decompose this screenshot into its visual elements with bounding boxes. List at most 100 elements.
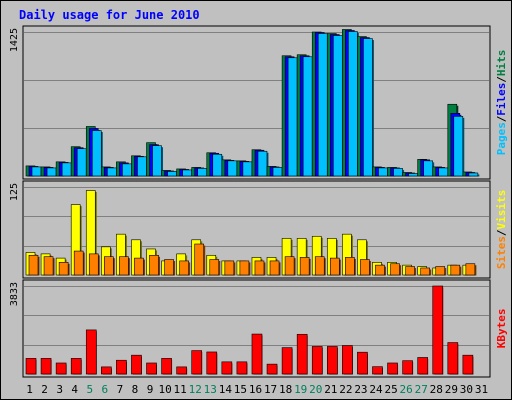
bar — [465, 263, 476, 276]
legend-separator: / — [495, 76, 508, 83]
bar — [257, 150, 268, 177]
bar-kbytes-day-22 — [342, 345, 353, 375]
bar — [311, 346, 323, 375]
bar — [224, 260, 235, 276]
bar-sites-day-20 — [314, 256, 326, 276]
bar — [58, 262, 69, 276]
x-tick-label: 26 — [400, 383, 413, 396]
bar — [209, 259, 220, 276]
x-tick-label: 22 — [339, 383, 352, 396]
panel-visits-sites: 125 Sites/Visits — [9, 180, 508, 279]
x-tick-label: 3 — [56, 383, 63, 396]
bar — [88, 253, 99, 276]
bar — [107, 167, 117, 177]
bar-pages-day-29 — [453, 116, 465, 177]
bar — [161, 358, 172, 375]
bar-kbytes-day-2 — [40, 358, 52, 375]
bar — [269, 260, 280, 276]
bar — [251, 333, 263, 375]
bar-kbytes-day-24 — [372, 366, 383, 375]
bar-sites-day-6 — [104, 256, 115, 276]
bar — [345, 257, 355, 276]
x-tick-label: 8 — [132, 383, 139, 396]
bar — [91, 130, 102, 177]
bar — [438, 167, 449, 177]
bar — [408, 173, 418, 177]
x-tick-label: 10 — [158, 383, 171, 396]
chart-title: Daily usage for June 2010 — [19, 8, 200, 22]
legend-pages: Pages — [495, 122, 508, 155]
legend-sites: Sites — [495, 236, 508, 269]
x-tick-label: 12 — [189, 383, 202, 396]
bar-pages-day-30 — [468, 172, 480, 177]
bar-sites-day-9 — [149, 254, 161, 276]
bar-kbytes-day-28 — [432, 285, 444, 375]
bar — [212, 153, 223, 177]
bar — [378, 167, 388, 177]
bar — [182, 169, 192, 177]
legend-kbytes: KBytes — [495, 309, 508, 349]
bar — [76, 148, 87, 177]
bar-sites-day-28 — [435, 266, 447, 276]
bar-sites-day-16 — [254, 260, 266, 276]
bar-sites-day-30 — [465, 263, 477, 276]
bar — [360, 259, 370, 276]
bar — [372, 366, 383, 375]
x-tick-label: 28 — [430, 383, 443, 396]
bar — [43, 256, 54, 276]
bar-kbytes-day-3 — [55, 362, 67, 375]
bar-sites-day-10 — [164, 259, 176, 276]
bar — [61, 162, 72, 177]
bar-kbytes-day-11 — [176, 366, 188, 375]
x-tick-label: 23 — [354, 383, 367, 396]
bar — [450, 264, 461, 276]
bar — [393, 168, 403, 177]
bar — [146, 362, 157, 375]
legend-files: Files — [495, 83, 508, 116]
bar-kbytes-day-16 — [251, 333, 263, 375]
bar-kbytes-day-18 — [281, 347, 293, 375]
bar — [236, 361, 248, 375]
bar-kbytes-day-4 — [70, 358, 82, 375]
bar — [70, 358, 82, 375]
bar — [221, 361, 233, 375]
bar-sites-day-29 — [450, 264, 462, 276]
bar — [317, 33, 328, 177]
bar — [420, 267, 430, 276]
bar-kbytes-day-25 — [387, 362, 399, 375]
bar — [387, 362, 398, 375]
bar-sites-day-25 — [390, 263, 402, 276]
bar-kbytes-day-6 — [101, 366, 112, 375]
x-tick-label: 9 — [147, 383, 154, 396]
bar-sites-day-13 — [209, 259, 221, 276]
bar — [417, 357, 428, 375]
x-tick-label: 19 — [294, 383, 307, 396]
bar-kbytes-day-30 — [462, 354, 474, 375]
bar — [194, 243, 205, 276]
bar — [25, 358, 37, 375]
x-axis-labels: 1 2 3 4 5 6 7 8 9 10 11 12 13 14 15 16 17 18 19 20 21 22 23 24 2… — [26, 383, 488, 396]
x-tick-label: 4 — [71, 383, 78, 396]
bar — [423, 160, 433, 177]
bar — [206, 351, 218, 375]
bar-sites-day-23 — [360, 259, 371, 276]
bar-pages-day-5 — [91, 130, 103, 177]
bar-kbytes-day-19 — [296, 333, 308, 375]
bar-sites-day-3 — [58, 262, 70, 276]
bar-sites-day-18 — [284, 256, 296, 276]
bar — [149, 254, 159, 276]
y-max-label: 125 — [9, 183, 20, 201]
bar-kbytes-day-23 — [357, 351, 368, 375]
y-max-label: 3833 — [9, 282, 20, 306]
x-tick-label: 14 — [219, 383, 233, 396]
bar-kbytes-day-12 — [191, 350, 203, 375]
bar-sites-day-17 — [269, 260, 281, 276]
bar-sites-day-15 — [239, 260, 251, 276]
x-tick-label: 1 — [26, 383, 33, 396]
bar-kbytes-day-1 — [25, 358, 37, 375]
bar — [131, 354, 142, 375]
bar — [31, 166, 42, 177]
bar — [287, 57, 298, 177]
